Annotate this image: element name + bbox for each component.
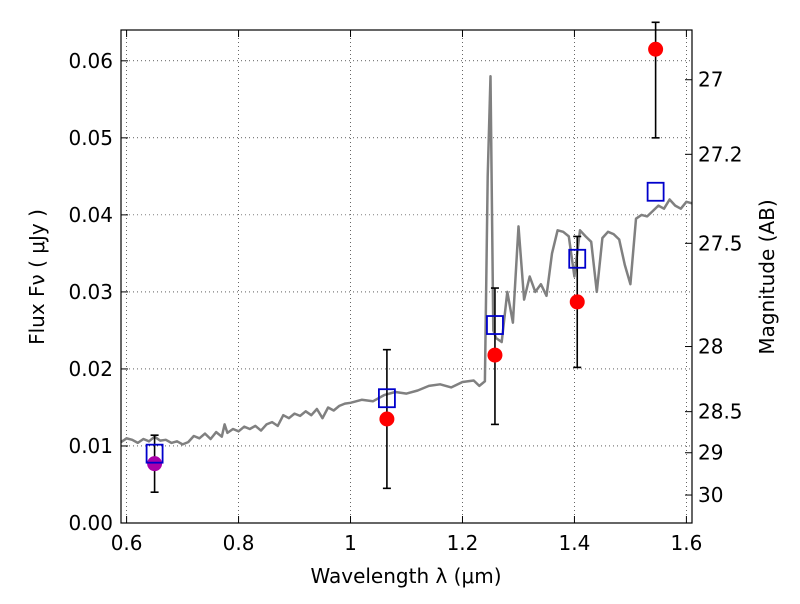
y-tick-label: 0.03 <box>68 280 113 304</box>
x-tick-label: 1.2 <box>447 531 479 555</box>
y-tick-label: 0.06 <box>68 49 113 73</box>
x-tick-label: 1 <box>344 531 357 555</box>
right-ticks: 27 27.2 27.5 28 28.5 29 30 <box>685 68 743 507</box>
right-tick-label: 27.2 <box>698 142 743 166</box>
right-tick-label: 27 <box>698 68 723 92</box>
y-ticks: 0.00 0.01 0.02 0.03 0.04 0.05 0.06 <box>68 49 128 535</box>
y-tick-label: 0.04 <box>68 203 113 227</box>
data-point-square <box>145 443 164 464</box>
y-tick-label: 0.02 <box>68 357 113 381</box>
data-point-square <box>646 181 665 202</box>
data-point-square <box>486 315 504 335</box>
right-tick-label: 28 <box>698 335 723 359</box>
x-tick-label: 0.6 <box>111 531 143 555</box>
data-point-circle <box>379 411 395 427</box>
y-tick-label: 0.01 <box>68 434 113 458</box>
x-tick-label: 1.4 <box>559 531 591 555</box>
data-point-circle <box>648 41 664 57</box>
data-point-circle <box>147 456 163 472</box>
data-point-circle <box>569 294 585 310</box>
spectrum-line <box>120 74 693 446</box>
y-tick-label: 0.00 <box>68 511 113 535</box>
right-tick-label: 28.5 <box>698 400 743 424</box>
data-markers <box>145 41 665 472</box>
x-tick-label: 1.6 <box>670 531 702 555</box>
data-point-circle <box>487 347 503 363</box>
right-tick-label: 27.5 <box>698 231 743 255</box>
x-tick-label: 0.8 <box>223 531 255 555</box>
data-point-square <box>378 388 396 409</box>
right-tick-label: 30 <box>698 483 723 507</box>
plot-frame <box>120 29 693 524</box>
right-axis-label: Magnitude (AB) <box>755 199 779 354</box>
y-tick-label: 0.05 <box>68 126 113 150</box>
data-point-square <box>568 248 587 269</box>
x-ticks: 0.6 0.8 1 1.2 1.4 1.6 <box>111 30 702 555</box>
model-spectrum <box>120 74 693 446</box>
right-tick-label: 29 <box>698 441 723 465</box>
y-axis-label: Flux Fν ( μJy ) <box>25 209 49 345</box>
x-axis-label: Wavelength λ (μm) <box>310 564 501 588</box>
